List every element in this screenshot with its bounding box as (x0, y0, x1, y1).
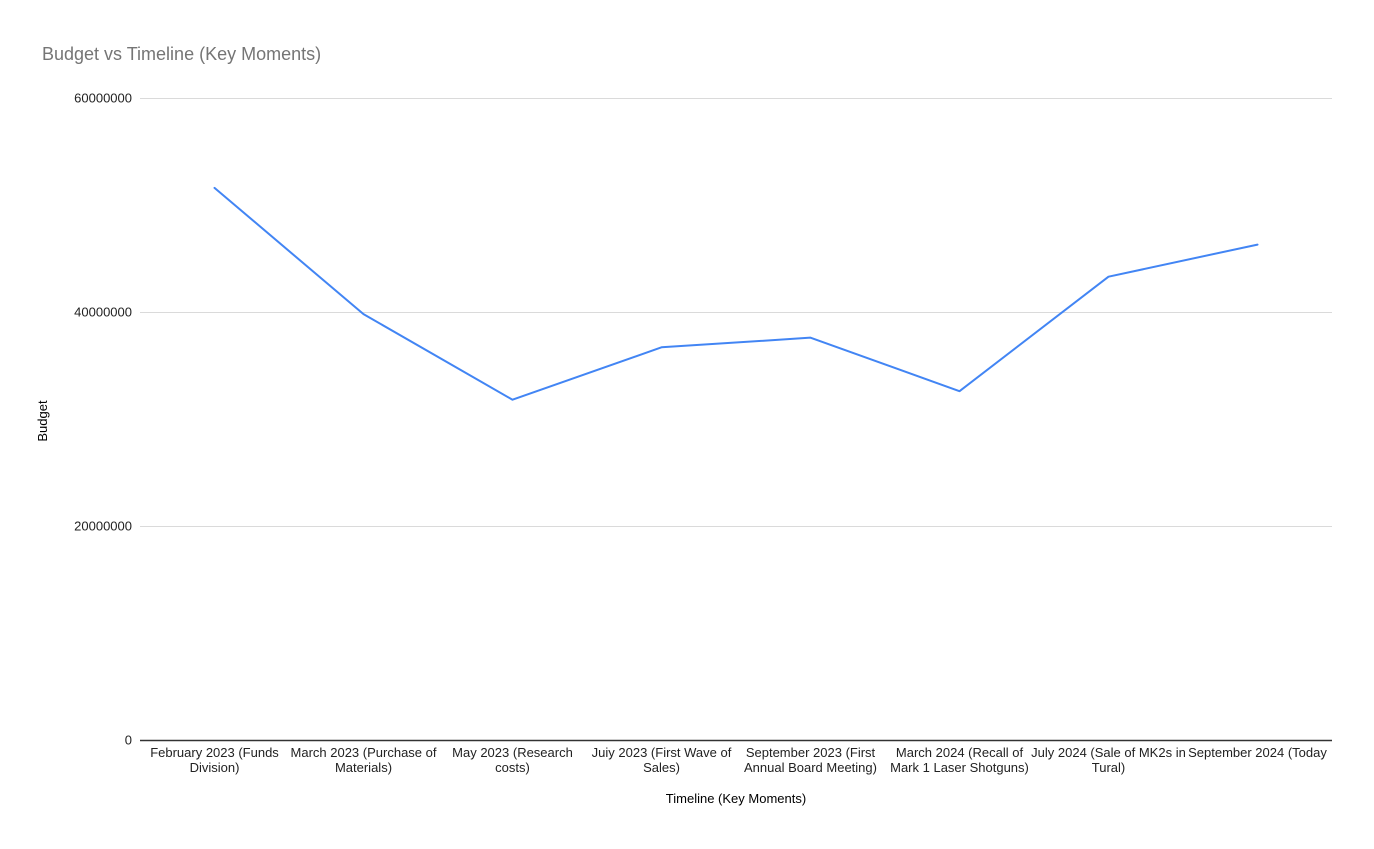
x-tick-label-line: Annual Board Meeting) (744, 760, 877, 775)
x-tick-label-line: Division) (190, 760, 240, 775)
x-tick-label-line: costs) (495, 760, 530, 775)
x-tick-label-line: Tural) (1092, 760, 1125, 775)
x-tick-label-line: Juiy 2023 (First Wave of (592, 745, 732, 760)
x-tick-label-line: September 2023 (First (746, 745, 876, 760)
x-tick-label-4: September 2023 (First Annual Board Meetin… (744, 745, 877, 775)
y-tick-label-1: 20000000 (74, 519, 132, 534)
x-tick-label-line: Mark 1 Laser Shotguns) (890, 760, 1029, 775)
x-tick-label-line: May 2023 (Research (452, 745, 573, 760)
x-tick-label-line: Sales) (643, 760, 680, 775)
x-tick-label-0: February 2023 (Funds Division) (150, 745, 279, 775)
x-tick-label-line: July 2024 (Sale of MK2s in (1031, 745, 1186, 760)
x-tick-label-line: September 2024 (Today (1188, 745, 1327, 760)
x-tick-label-1: March 2023 (Purchase of Materials) (291, 745, 437, 775)
series-line-budget (213, 186, 1259, 401)
x-tick-label-line: March 2024 (Recall of (896, 745, 1024, 760)
x-tick-label-6: July 2024 (Sale of MK2s in Tural) (1031, 745, 1186, 775)
x-tick-label-7: September 2024 (Today (1188, 745, 1327, 760)
y-tick-label-3: 60000000 (74, 91, 132, 106)
y-tick-label-2: 40000000 (74, 305, 132, 320)
y-tick-label-0: 0 (125, 733, 132, 748)
y-axis-title: Budget (35, 400, 50, 442)
x-tick-label-line: Materials) (335, 760, 392, 775)
x-tick-label-3: Juiy 2023 (First Wave of Sales) (592, 745, 732, 775)
x-tick-label-5: March 2024 (Recall of Mark 1 Laser Shotgu… (890, 745, 1029, 775)
chart-title: Budget vs Timeline (Key Moments) (42, 44, 322, 64)
x-tick-label-2: May 2023 (Research costs) (452, 745, 573, 775)
x-tick-label-line: February 2023 (Funds (150, 745, 279, 760)
x-axis-title: Timeline (Key Moments) (666, 791, 806, 806)
x-tick-label-line: March 2023 (Purchase of (291, 745, 437, 760)
